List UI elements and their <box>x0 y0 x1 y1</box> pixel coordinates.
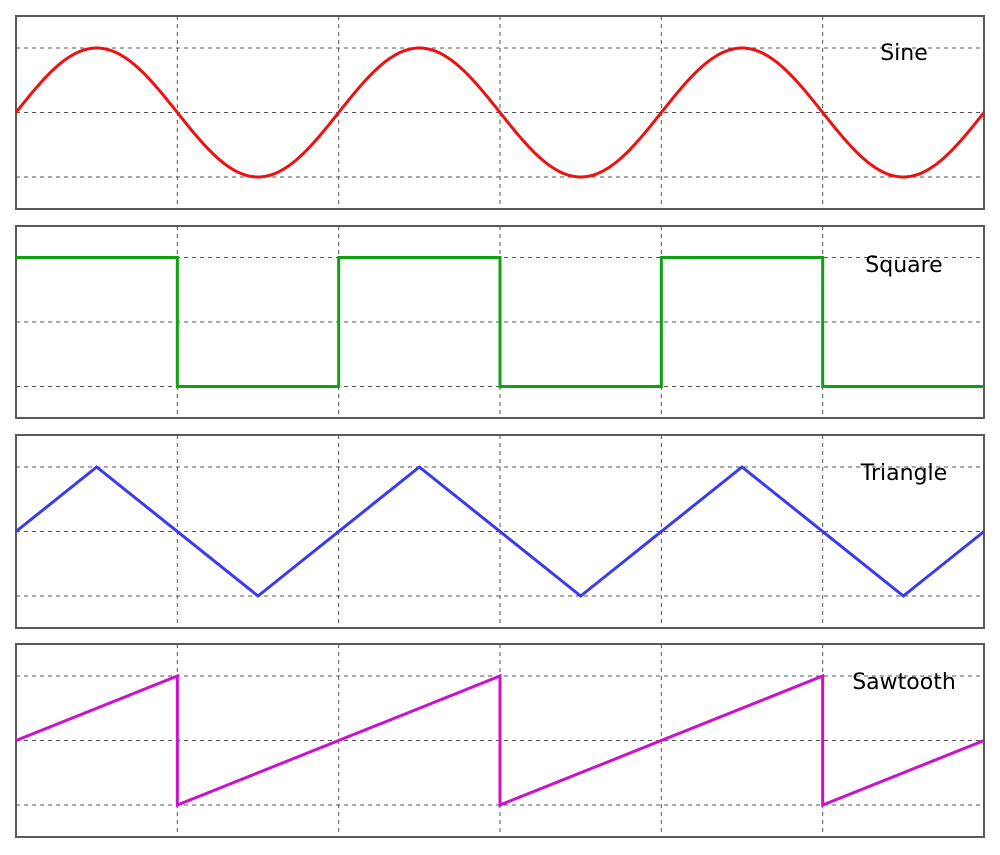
sine-panel: Sine <box>14 15 986 210</box>
square-wave-line <box>16 256 984 388</box>
sine-wave-line <box>14 46 986 179</box>
triangle-label: Triangle <box>860 461 947 486</box>
triangle-wave-line <box>15 465 985 598</box>
sawtooth-wave-line <box>15 673 985 808</box>
square-panel: Square <box>15 225 985 419</box>
sine-label: Sine <box>880 41 928 66</box>
sawtooth-label: Sawtooth <box>852 670 956 695</box>
square-label: Square <box>865 253 942 278</box>
sawtooth-panel: Sawtooth <box>15 643 985 838</box>
triangle-panel: Triangle <box>15 434 985 629</box>
